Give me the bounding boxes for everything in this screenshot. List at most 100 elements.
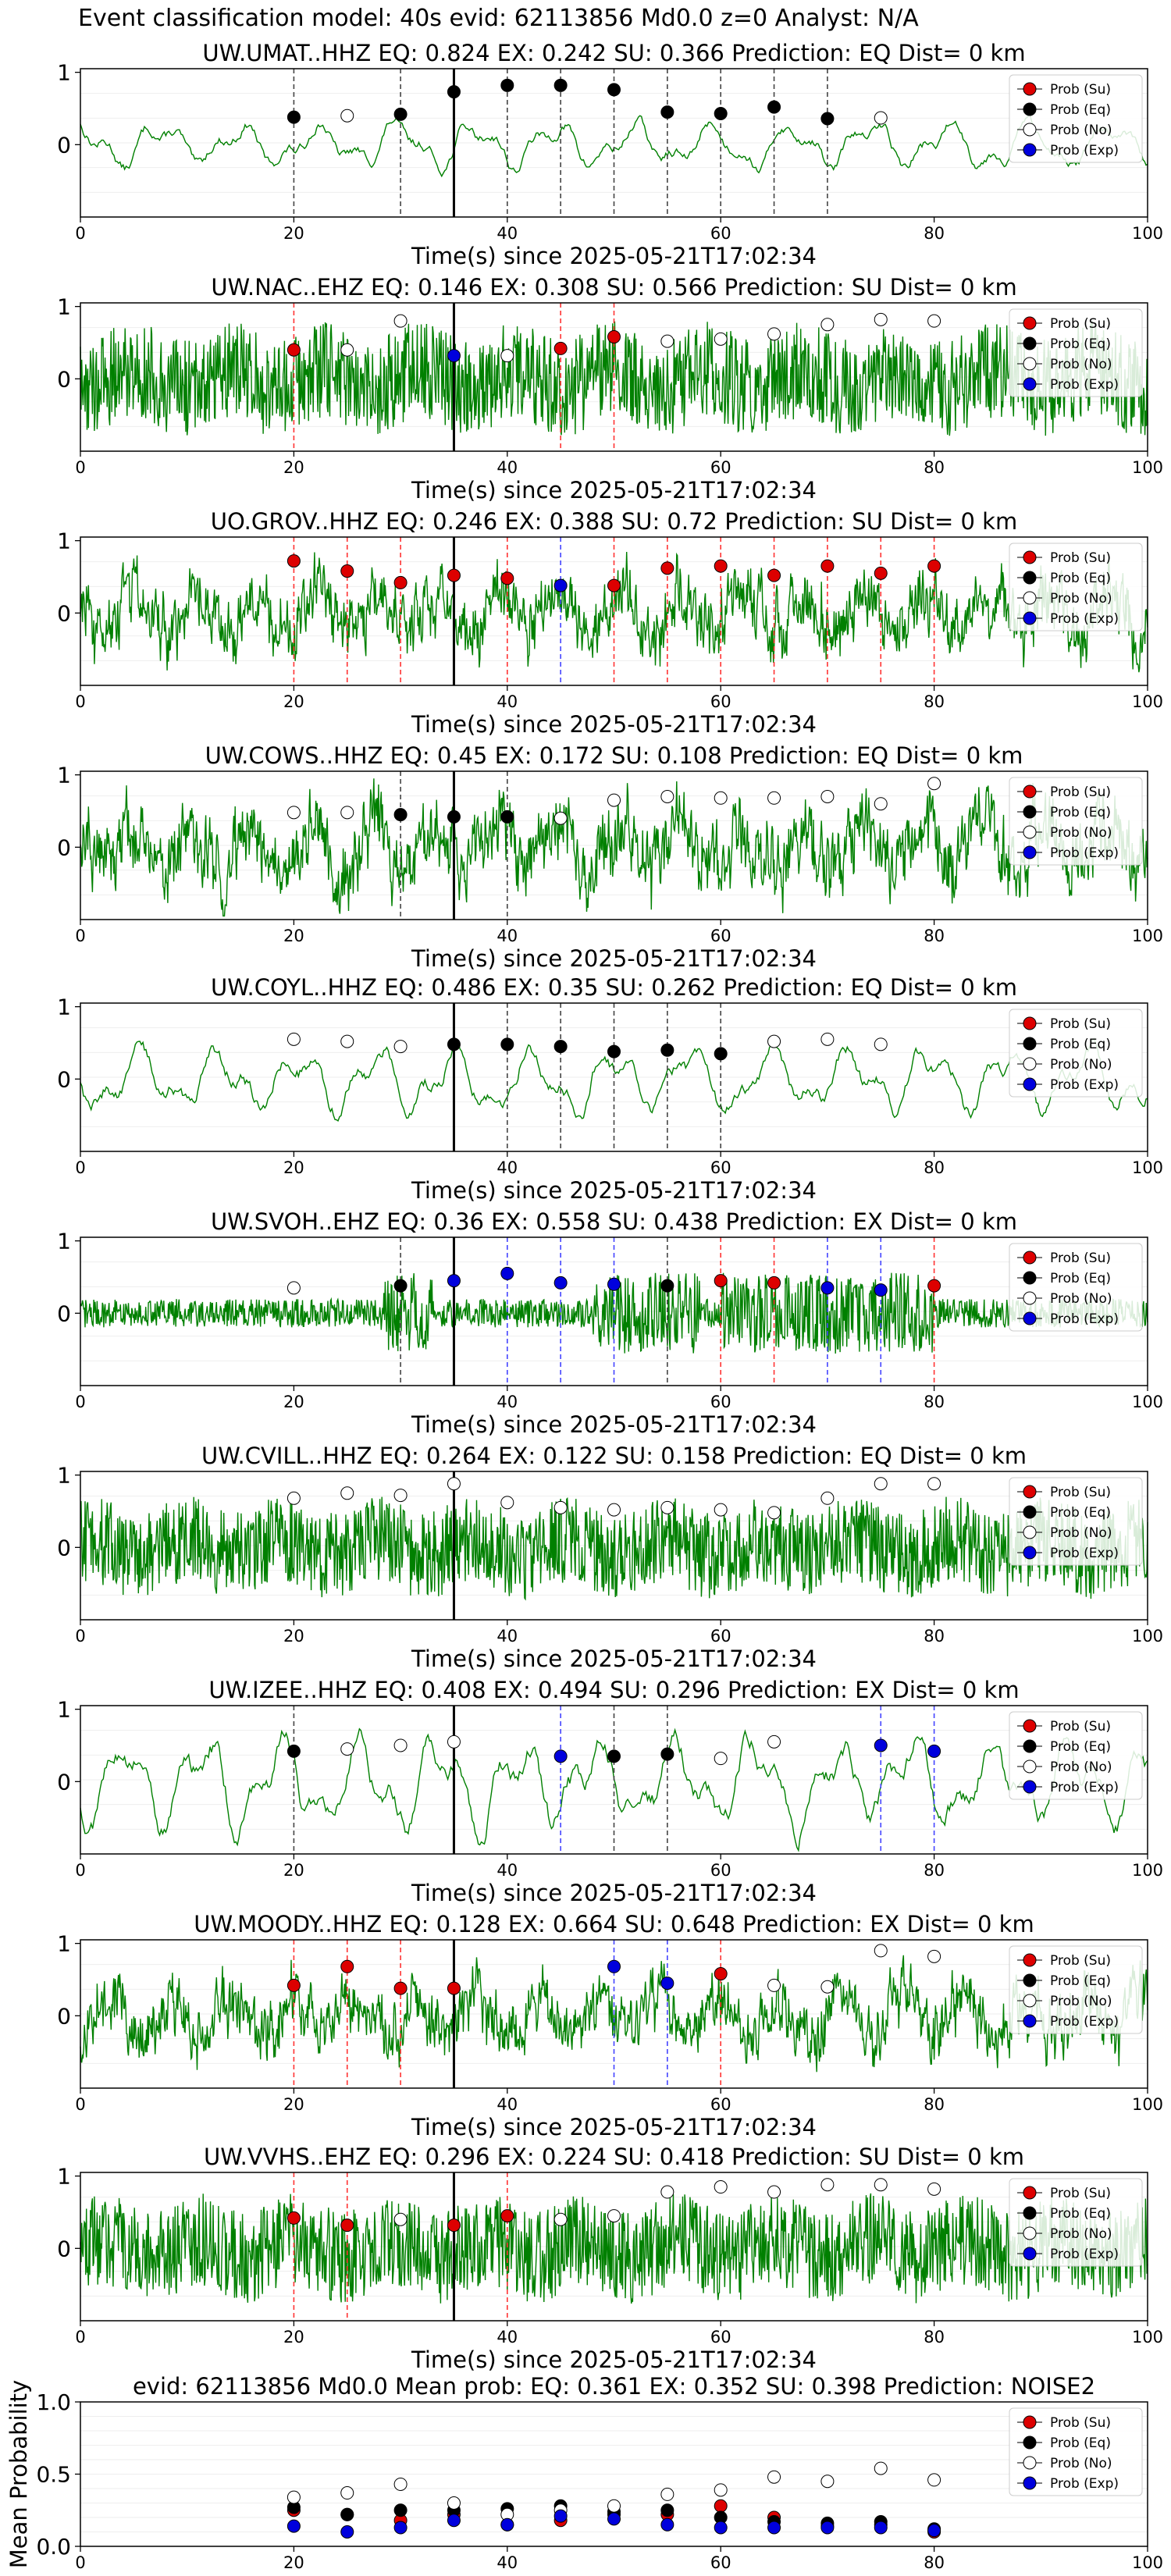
legend-label-exp: Prob (Exp) — [1050, 1780, 1119, 1795]
legend-marker-no — [1023, 2456, 1037, 2470]
prob-point-no — [874, 1477, 888, 1491]
y-tick-label: 0.0 — [36, 2534, 71, 2560]
legend-label-su: Prob (Su) — [1050, 82, 1111, 98]
x-tick-label: 40 — [497, 2553, 518, 2572]
mean-point-exp — [447, 2514, 461, 2528]
x-axis-label: Time(s) since 2025-05-21T17:02:34 — [411, 1411, 817, 1438]
prob-point-no — [287, 1491, 301, 1505]
prob-point-eq — [447, 85, 461, 99]
y-tick-label: 1 — [57, 763, 71, 788]
legend-marker-no — [1023, 123, 1037, 137]
prob-point-eq — [553, 1040, 568, 1054]
legend-marker-exp — [1023, 1780, 1037, 1794]
prob-point-eq — [447, 1037, 461, 1051]
legend-marker-exp — [1023, 2247, 1037, 2261]
prob-point-eq — [714, 106, 728, 120]
mean-point-no — [874, 2461, 888, 2475]
prob-point-no — [287, 1032, 301, 1046]
x-tick-label: 100 — [1132, 458, 1163, 477]
prob-point-no — [340, 1742, 354, 1756]
y-tick-label: 0 — [57, 1300, 71, 1326]
axes-frame — [80, 1939, 1148, 2089]
x-tick-label: 60 — [710, 1861, 731, 1880]
prob-point-no — [660, 2185, 674, 2199]
x-tick-label: 0 — [75, 927, 85, 945]
y-tick-label: 1 — [57, 294, 71, 320]
x-tick-label: 40 — [497, 927, 518, 945]
prob-point-eq — [820, 112, 835, 126]
legend-label-su: Prob (Su) — [1050, 785, 1111, 800]
legend-label-exp: Prob (Exp) — [1050, 1546, 1119, 1561]
mean-point-eq — [340, 2507, 354, 2521]
prob-point-no — [393, 1738, 408, 1752]
figure-suptitle: Event classification model: 40s evid: 62… — [78, 5, 919, 32]
subplot-4: UW.COYL..HHZ EQ: 0.486 EX: 0.35 SU: 0.26… — [57, 974, 1163, 1204]
prob-point-su — [340, 1959, 354, 1973]
x-tick-label: 20 — [283, 2553, 304, 2572]
x-tick-label: 80 — [924, 2328, 945, 2347]
prob-point-exp — [874, 1738, 888, 1752]
legend-marker-eq — [1023, 336, 1037, 350]
x-tick-label: 100 — [1132, 1158, 1163, 1177]
prob-point-no — [340, 806, 354, 820]
legend-label-no: Prob (No) — [1050, 1291, 1112, 1307]
x-tick-label: 60 — [710, 1627, 731, 1646]
y-tick-label: 0 — [57, 600, 71, 626]
prob-point-no — [340, 1034, 354, 1048]
x-axis-label: Time(s) since 2025-05-21T17:02:34 — [411, 2114, 817, 2140]
x-tick-label: 80 — [924, 927, 945, 945]
legend-marker-no — [1023, 591, 1037, 605]
x-tick-label: 80 — [924, 1393, 945, 1411]
legend-box — [1009, 2407, 1143, 2496]
legend-label-su: Prob (Su) — [1050, 1485, 1111, 1500]
x-tick-label: 0 — [75, 2328, 85, 2347]
y-tick-label: 0 — [57, 1769, 71, 1795]
prob-point-no — [767, 1506, 781, 1520]
x-tick-label: 0 — [75, 1158, 85, 1177]
prob-point-su — [447, 568, 461, 582]
legend-marker-exp — [1023, 1311, 1037, 1325]
legend-marker-exp — [1023, 2014, 1037, 2028]
legend-label-eq: Prob (Eq) — [1050, 1271, 1111, 1286]
mean-point-no — [820, 2475, 835, 2489]
subplot-0: UW.UMAT..HHZ EQ: 0.824 EX: 0.242 SU: 0.3… — [57, 40, 1163, 269]
prob-point-su — [340, 2218, 354, 2233]
x-tick-label: 100 — [1132, 1861, 1163, 1880]
prob-point-eq — [393, 1279, 408, 1293]
legend-marker-su — [1023, 316, 1037, 330]
legend-marker-no — [1023, 357, 1037, 371]
y-tick-label: 0.5 — [36, 2462, 71, 2488]
prob-point-no — [287, 806, 301, 820]
x-tick-label: 0 — [75, 2095, 85, 2114]
x-tick-label: 80 — [924, 1861, 945, 1880]
x-tick-label: 0 — [75, 224, 85, 243]
legend-label-su: Prob (Su) — [1050, 316, 1111, 332]
prob-point-no — [607, 1503, 621, 1517]
subplot-title: UW.UMAT..HHZ EQ: 0.824 EX: 0.242 SU: 0.3… — [202, 40, 1025, 66]
legend-box — [1009, 2178, 1143, 2267]
mean-point-exp — [660, 2517, 674, 2532]
y-tick-label: 0 — [57, 1066, 71, 1092]
x-tick-label: 100 — [1132, 2095, 1163, 2114]
axes-frame — [80, 302, 1148, 452]
prob-point-no — [874, 797, 888, 811]
prob-point-eq — [287, 110, 301, 124]
prob-point-no — [393, 1489, 408, 1503]
waveform-trace — [80, 2193, 1148, 2304]
x-tick-label: 40 — [497, 1393, 518, 1411]
legend-label-no: Prob (No) — [1050, 2226, 1112, 2242]
prob-point-su — [447, 2218, 461, 2233]
legend-marker-su — [1023, 82, 1037, 96]
prob-point-no — [767, 1034, 781, 1048]
prob-point-su — [927, 559, 941, 573]
subplot-title: evid: 62113856 Md0.0 Mean prob: EQ: 0.36… — [133, 2373, 1095, 2400]
y-tick-label: 1 — [57, 1229, 71, 1254]
prob-point-su — [607, 578, 621, 592]
prob-point-su — [874, 566, 888, 580]
mean-point-exp — [927, 2524, 941, 2538]
prob-point-su — [287, 1978, 301, 1992]
y-tick-label: 1 — [57, 994, 71, 1020]
x-tick-label: 40 — [497, 692, 518, 711]
prob-point-exp — [553, 578, 568, 592]
